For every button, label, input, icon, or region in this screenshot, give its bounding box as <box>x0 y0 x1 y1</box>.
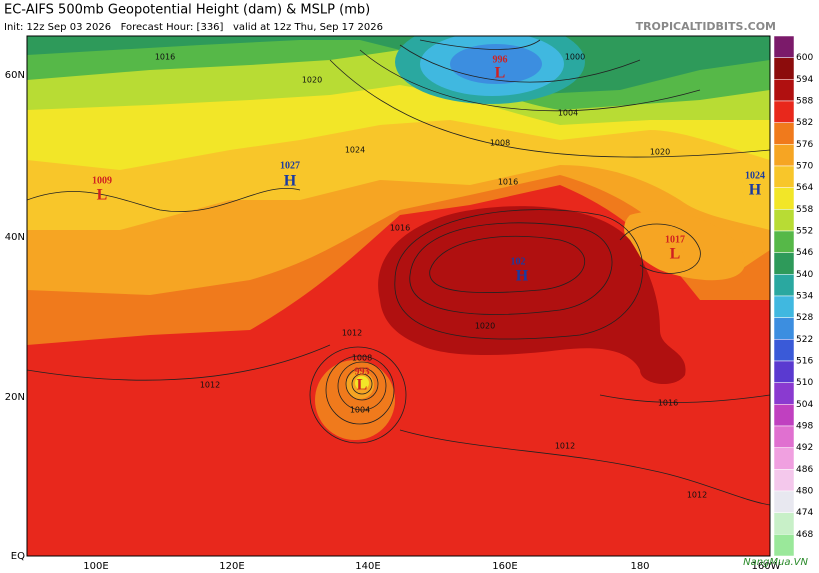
lon-label: 160E <box>492 561 517 572</box>
colorbar-label: 534 <box>796 292 813 302</box>
lon-label: 180 <box>630 561 649 572</box>
lon-label: 120E <box>219 561 244 572</box>
isobar-label: 1016 <box>390 224 410 233</box>
isobar-label: 1016 <box>155 53 175 62</box>
lon-label: 140E <box>355 561 380 572</box>
isobar-label: 1020 <box>302 76 322 85</box>
colorbar-swatch <box>773 144 795 167</box>
colorbar-swatch <box>773 79 795 102</box>
colorbar-swatch <box>773 339 795 362</box>
watermark: NangMua.VN <box>743 557 808 568</box>
colorbar-label: 516 <box>796 357 813 367</box>
map-frame <box>26 35 771 557</box>
colorbar-swatch <box>773 534 795 557</box>
colorbar-label: 600 <box>796 53 813 63</box>
isobar-label: 1004 <box>558 109 578 118</box>
center-value: 1009 <box>92 175 112 186</box>
isobar-label: 1012 <box>200 381 220 390</box>
colorbar-label: 522 <box>796 335 813 345</box>
colorbar-swatch <box>773 317 795 340</box>
colorbar-swatch <box>773 295 795 318</box>
colorbar-swatch <box>773 230 795 253</box>
isobar-label: 1016 <box>498 178 518 187</box>
colorbar-swatch <box>773 165 795 188</box>
colorbar-label: 528 <box>796 313 813 323</box>
colorbar-label: 540 <box>796 270 813 280</box>
center-letter: H <box>516 268 529 285</box>
center-letter: H <box>749 182 762 199</box>
lon-label: 160W <box>752 561 781 572</box>
center-value: 996 <box>493 54 508 65</box>
center-letter: L <box>495 65 506 82</box>
isobar-label: 1024 <box>345 146 365 155</box>
center-letter: L <box>670 246 681 263</box>
center-letter: L <box>97 187 108 204</box>
colorbar-swatch <box>773 490 795 513</box>
colorbar-label: 552 <box>796 227 813 237</box>
isobar-label: 1020 <box>475 322 495 331</box>
height-field <box>27 36 770 556</box>
lat-label: EQ <box>11 551 25 562</box>
colorbar-label: 498 <box>796 422 813 432</box>
colorbar-swatch <box>773 469 795 492</box>
colorbar-label: 564 <box>796 183 813 193</box>
lat-label: 40N <box>5 232 25 243</box>
colorbar: 600 594 588 582 576 570 564 558 552 546 540 534 528 5… <box>773 35 813 557</box>
lat-label: 60N <box>5 70 25 81</box>
colorbar-label: 588 <box>796 97 813 107</box>
colorbar-label: 474 <box>796 508 813 518</box>
center-letter: H <box>284 173 297 190</box>
colorbar-label: 480 <box>796 487 813 497</box>
map-title: EC-AIFS 500mb Geopotential Height (dam) … <box>4 3 370 18</box>
colorbar-label: 582 <box>796 118 813 128</box>
isobar-label: 1020 <box>650 148 670 157</box>
center-value: 993 <box>355 366 370 377</box>
colorbar-swatch <box>773 122 795 145</box>
colorbar-label: 576 <box>796 140 813 150</box>
isobar-label: 1012 <box>687 491 707 500</box>
isobar-label: 1000 <box>565 53 585 62</box>
center-value: 1024 <box>745 170 765 181</box>
isobar-label: 1004 <box>350 406 370 415</box>
center-value: 1017 <box>665 234 685 245</box>
colorbar-swatch <box>773 100 795 123</box>
colorbar-label: 558 <box>796 205 813 215</box>
isobar-label: 1008 <box>352 354 372 363</box>
lon-label: 100E <box>83 561 108 572</box>
colorbar-swatch <box>773 404 795 427</box>
colorbar-swatch <box>773 57 795 80</box>
center-value: 102 <box>511 256 526 267</box>
colorbar-swatch <box>773 252 795 275</box>
isobar-label: 1012 <box>342 329 362 338</box>
colorbar-label: 570 <box>796 162 813 172</box>
colorbar-label: 510 <box>796 378 813 388</box>
colorbar-label: 504 <box>796 400 813 410</box>
site-label: TROPICALTIDBITS.COM <box>636 20 776 33</box>
colorbar-swatch <box>773 360 795 383</box>
center-letter: L <box>357 377 368 394</box>
map-subtitle: Init: 12z Sep 03 2026 Forecast Hour: [33… <box>4 22 383 33</box>
isobar-label: 1008 <box>490 139 510 148</box>
colorbar-label: 486 <box>796 465 813 475</box>
colorbar-swatch <box>773 512 795 535</box>
colorbar-swatch <box>773 209 795 232</box>
colorbar-swatch <box>773 425 795 448</box>
isobar-label: 1012 <box>555 442 575 451</box>
colorbar-swatch <box>773 382 795 405</box>
colorbar-swatch <box>773 274 795 297</box>
lat-label: 20N <box>5 392 25 403</box>
pressure-centers: 996 L 1009 L 1027 H 1024 H 102 H 1017 L … <box>92 54 765 393</box>
colorbar-swatch <box>773 187 795 210</box>
colorbar-swatch <box>773 447 795 470</box>
isobar-label: 1016 <box>658 399 678 408</box>
colorbar-label: 594 <box>796 75 813 85</box>
colorbar-swatch <box>773 35 795 58</box>
colorbar-label: 492 <box>796 443 813 453</box>
colorbar-label: 546 <box>796 248 813 258</box>
center-value: 1027 <box>280 160 300 171</box>
colorbar-label: 468 <box>796 530 813 540</box>
